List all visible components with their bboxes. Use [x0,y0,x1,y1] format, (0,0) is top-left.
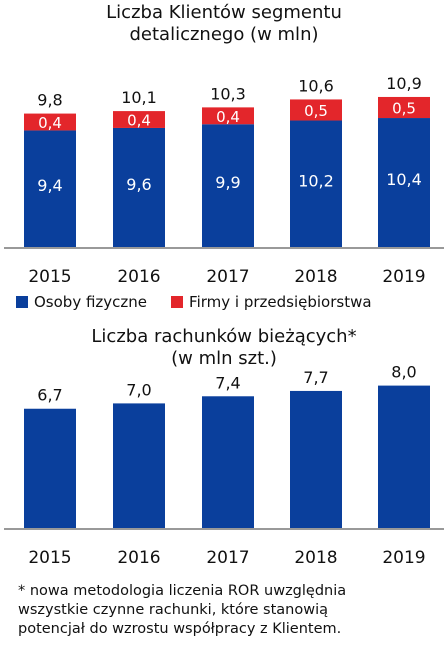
legend-item-companies: Firmy i przedsiębiorstwa [171,293,372,311]
data-label-companies: 0,5 [392,100,416,118]
data-label-individuals: 9,9 [215,173,240,192]
legend-item-individuals: Osoby fizyczne [16,293,147,311]
bar-accounts [378,385,430,528]
bar-individuals [378,118,430,247]
footnote-line: wszystkie czynne rachunki, które stanowi… [18,602,328,618]
x-tick-label: 2016 [117,267,160,287]
data-label-accounts: 7,7 [303,368,328,387]
data-label-individuals: 10,4 [386,170,422,189]
bar-individuals [24,130,76,247]
x-tick-label: 2016 [117,548,160,568]
data-label-companies: 0,5 [304,102,328,120]
x-tick-label: 2017 [206,548,249,568]
legend-swatch-secondary [171,296,184,308]
x-tick-label: 2018 [294,267,337,287]
bar-accounts [202,396,254,528]
x-tick-label: 2019 [382,267,425,287]
data-label-companies: 0,4 [127,112,151,130]
bar-companies [290,99,342,121]
bar-companies [202,107,254,125]
footnote-line: potencjał do wzrostu współpracy z Klient… [18,621,342,637]
data-label-individuals: 9,6 [126,175,151,194]
bar-companies [378,96,430,119]
data-label-companies: 0,4 [38,114,62,132]
bar-accounts [24,408,76,528]
data-label-total: 10,9 [386,74,422,93]
data-label-total: 10,6 [298,76,334,95]
legend-label: Osoby fizyczne [34,293,148,311]
chart-title-accounts: Liczba rachunków bieżących* (w mln szt.) [0,326,448,370]
data-label-total: 10,3 [210,84,246,103]
x-tick-label: 2019 [382,548,425,568]
data-label-companies: 0,4 [216,108,240,126]
data-label-individuals: 10,2 [298,171,334,190]
bar-accounts [113,403,165,528]
x-tick-label: 2015 [28,548,71,568]
data-label-individuals: 9,4 [37,176,62,195]
chart-title-clients: Liczba Klientów segmentu detalicznego (w… [0,2,448,46]
data-label-total: 9,8 [37,91,62,110]
footnote-line: * nowa metodologia liczenia ROR uwzględn… [18,583,347,599]
legend-swatch-primary [16,296,28,308]
bar-individuals [202,124,254,247]
accounts-bar-chart: 6,7 2015 7,0 2016 7,4 2017 7,7 2018 8,0 2019 [4,363,444,568]
x-tick-label: 2015 [28,267,71,287]
legend-label: Firmy i przedsiębiorstwa [189,293,372,311]
footnote: * nowa metodologia liczenia ROR uwzględn… [18,582,438,639]
bar-companies [24,113,76,131]
bar-individuals [113,127,165,247]
data-label-accounts: 8,0 [391,363,416,382]
chart-title-line: Liczba Klientów segmentu [106,2,342,23]
data-label-accounts: 7,0 [126,380,151,399]
bar-individuals [290,120,342,247]
data-label-accounts: 6,7 [37,386,62,405]
x-tick-label: 2018 [294,548,337,568]
data-label-total: 10,1 [121,88,157,107]
chart-title-line: detalicznego (w mln) [129,24,319,45]
x-tick-label: 2017 [206,267,249,287]
chart-legend: Osoby fizyczne Firmy i przedsiębiorstwa [16,293,396,311]
clients-stacked-bar-chart: 9,4 0,4 9,8 2015 9,6 0,4 10,1 2016 9,9 0,4 10,3 201… [4,74,444,287]
bar-companies [113,111,165,128]
bar-accounts [290,390,342,528]
chart-title-line: (w mln szt.) [171,348,277,369]
chart-title-line: Liczba rachunków bieżących* [91,326,357,347]
data-label-accounts: 7,4 [215,373,240,392]
